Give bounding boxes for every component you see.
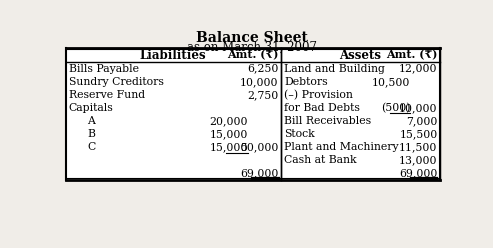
Text: (500): (500) — [381, 103, 410, 113]
Text: Amt. (₹): Amt. (₹) — [227, 50, 279, 61]
Text: for Bad Debts: for Bad Debts — [284, 103, 360, 113]
Text: 10,500: 10,500 — [372, 77, 410, 87]
Text: 15,000: 15,000 — [209, 129, 247, 139]
Text: Amt. (₹): Amt. (₹) — [386, 50, 437, 61]
Bar — [66, 48, 440, 180]
Text: Plant and Machinery: Plant and Machinery — [284, 142, 399, 152]
Text: Balance Sheet: Balance Sheet — [196, 31, 308, 45]
Text: Debtors: Debtors — [284, 77, 328, 87]
Text: Capitals: Capitals — [69, 103, 113, 113]
Text: Land and Building: Land and Building — [284, 64, 385, 74]
Text: 69,000: 69,000 — [240, 168, 279, 178]
Text: 15,500: 15,500 — [399, 129, 437, 139]
Text: 20,000: 20,000 — [209, 116, 247, 126]
Text: 15,000: 15,000 — [209, 142, 247, 152]
Text: (–) Provision: (–) Provision — [284, 90, 353, 100]
Text: A: A — [87, 116, 95, 126]
Text: Stock: Stock — [284, 129, 315, 139]
Text: Reserve Fund: Reserve Fund — [69, 90, 145, 100]
Text: 13,000: 13,000 — [399, 155, 437, 165]
Text: 69,000: 69,000 — [399, 168, 437, 178]
Text: 10,000: 10,000 — [399, 103, 437, 113]
Text: Assets: Assets — [339, 49, 382, 62]
Text: 6,250: 6,250 — [247, 64, 279, 74]
Text: 11,500: 11,500 — [399, 142, 437, 152]
Text: 50,000: 50,000 — [240, 142, 279, 152]
Text: C: C — [87, 142, 96, 152]
Text: 7,000: 7,000 — [406, 116, 437, 126]
Text: 2,750: 2,750 — [247, 90, 279, 100]
Text: Liabilities: Liabilities — [140, 49, 207, 62]
Text: as on March 31, 2007: as on March 31, 2007 — [187, 40, 317, 54]
Text: Cash at Bank: Cash at Bank — [284, 155, 356, 165]
Text: B: B — [87, 129, 95, 139]
Text: Bills Payable: Bills Payable — [69, 64, 139, 74]
Text: Bill Receivables: Bill Receivables — [284, 116, 371, 126]
Text: Sundry Creditors: Sundry Creditors — [69, 77, 164, 87]
Text: 10,000: 10,000 — [240, 77, 279, 87]
Text: 12,000: 12,000 — [399, 64, 437, 74]
